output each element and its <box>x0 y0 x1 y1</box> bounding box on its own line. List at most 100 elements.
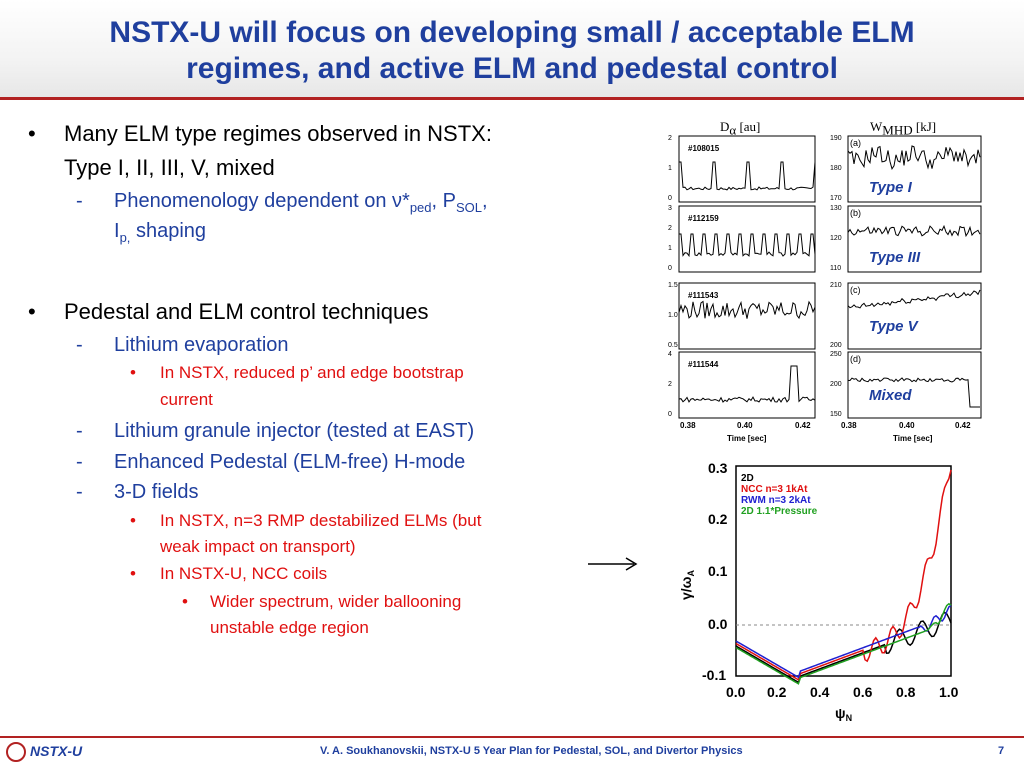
type-label: Type III <box>869 249 921 266</box>
y-tick: 120 <box>830 235 842 242</box>
bullet-pedestal-control: Pedestal and ELM control techniques <box>64 299 429 324</box>
dash-marker: - <box>76 420 83 442</box>
panel-tag: (a) <box>850 138 861 148</box>
d-alpha-trace <box>678 365 816 403</box>
x-tick: 0.2 <box>767 684 787 700</box>
y-tick: 200 <box>830 381 842 388</box>
y-tick: 2 <box>668 381 672 388</box>
x-axis-label: ψN <box>835 705 852 723</box>
x-tick: 0.38 <box>841 421 857 430</box>
wmhd-panel-frame <box>847 205 982 273</box>
y-tick: -0.1 <box>702 667 726 683</box>
d-alpha-panel-frame <box>678 351 816 419</box>
shot-label: #112159 <box>688 214 719 223</box>
y-tick: 170 <box>830 195 842 202</box>
x-tick: 0.40 <box>899 421 915 430</box>
curve-pressure <box>735 602 952 685</box>
wmhd-trace <box>847 145 981 170</box>
d-alpha-panel-frame <box>678 282 816 350</box>
y-tick: 0.0 <box>708 616 728 632</box>
y-tick: 4 <box>668 351 672 358</box>
phenomenology-text: Phenomenology dependent on <box>114 190 393 212</box>
legend-pressure: 2D 1.1*Pressure <box>741 506 818 517</box>
y-tick: 1 <box>668 165 672 172</box>
x-tick: 0.42 <box>795 421 811 430</box>
x-tick: 1.0 <box>939 684 959 700</box>
x-axis-label: Time [sec] <box>893 434 933 443</box>
y-axis-label: γ/ωA <box>678 569 696 600</box>
wmhd-panel-frame <box>847 282 982 350</box>
x-tick: 0.6 <box>853 684 873 700</box>
dash-marker: - <box>76 334 83 356</box>
nstx-logo-icon <box>6 742 26 762</box>
y-tick: 250 <box>830 351 842 358</box>
bullet-marker: • <box>28 121 36 146</box>
d-alpha-label: D <box>720 119 730 134</box>
panel-tag: (b) <box>850 208 861 218</box>
wmhd-panel-frame <box>847 135 982 203</box>
y-tick: 190 <box>830 135 842 142</box>
gamma-symbol: γ/ω <box>678 576 694 600</box>
wmhd-sub: MHD <box>882 122 913 138</box>
p-sol-symbol: , P <box>431 190 456 212</box>
wmhd-panel-frame <box>847 351 982 419</box>
legend-2d: 2D <box>741 473 754 484</box>
d-alpha-trace <box>679 233 816 258</box>
wmhd-trace <box>847 224 981 238</box>
nu-star-symbol: ν* <box>392 190 410 212</box>
y-tick: 0 <box>668 265 672 272</box>
y-tick: 0.5 <box>668 342 678 349</box>
type-label: Type I <box>869 179 913 196</box>
x-tick: 0.40 <box>737 421 753 430</box>
sub-phenomenology: Phenomenology dependent on ν*ped, PSOL, <box>114 186 624 223</box>
gamma-curves <box>735 469 952 685</box>
panel-tag: (c) <box>850 285 861 295</box>
y-tick: 1.5 <box>668 282 678 289</box>
d-alpha-title: Dα [au] <box>720 119 760 139</box>
d-alpha-sub: α <box>729 122 737 138</box>
legend-ncc: NCC n=3 1kAt <box>741 484 808 495</box>
y-tick: 130 <box>830 205 842 212</box>
li-evap-detail-line1: In NSTX, reduced p’ and edge bootstrap <box>160 363 464 382</box>
arrow-head <box>625 557 638 571</box>
x-tick: 0.38 <box>680 421 696 430</box>
d-alpha-unit: [au] <box>736 119 761 134</box>
rmp-detail-line1: In NSTX, n=3 RMP destabilized ELMs (but <box>160 511 482 530</box>
sub-lithium-evaporation: Lithium evaporation <box>114 334 289 356</box>
bullet-marker: • <box>130 564 136 583</box>
bullet-elm-regimes-line1: Many ELM type regimes observed in NSTX: <box>64 121 492 146</box>
y-tick: 1.0 <box>668 312 678 319</box>
ip-symbol: I <box>114 220 120 242</box>
wmhd-trace <box>847 289 981 309</box>
sub-granule-injector: Lithium granule injector (tested at EAST… <box>114 420 475 442</box>
footer-logo-text: NSTX-U <box>30 743 83 759</box>
wmhd-trace <box>847 377 980 408</box>
sub-3d-fields: 3-D fields <box>114 481 199 503</box>
ped-subscript: ped <box>409 200 432 215</box>
panel-tag: (d) <box>850 354 861 364</box>
ip-subscript: p, <box>119 230 131 245</box>
growth-rate-plot: 0.3 0.2 0.1 0.0 -0.1 0.0 0.2 0.4 0.6 0.8… <box>678 460 959 723</box>
bullet-marker: • <box>182 592 188 611</box>
wider-spectrum-line2: unstable edge region <box>210 618 369 637</box>
dash-marker: - <box>76 451 83 473</box>
bullet-marker: • <box>130 511 136 530</box>
x-axis-label: Time [sec] <box>727 434 767 443</box>
shot-label: #108015 <box>688 144 720 153</box>
wmhd-label: W <box>870 119 883 134</box>
title-band <box>0 0 1024 100</box>
title-rule <box>0 97 1024 100</box>
dash-marker: - <box>76 481 83 503</box>
y-tick: 2 <box>668 135 672 142</box>
y-tick: 210 <box>830 282 842 289</box>
bullet-marker: • <box>130 363 136 382</box>
shot-label: #111543 <box>688 291 719 300</box>
d-alpha-panel-frame <box>678 135 816 203</box>
rmp-detail-line2: weak impact on transport) <box>160 537 356 556</box>
curve-ncc <box>735 469 952 681</box>
sol-subscript: SOL <box>455 200 482 215</box>
x-tick: 0.0 <box>726 684 746 700</box>
footer-citation: V. A. Soukhanovskii, NSTX-U 5 Year Plan … <box>320 745 743 757</box>
y-tick: 3 <box>668 205 672 212</box>
